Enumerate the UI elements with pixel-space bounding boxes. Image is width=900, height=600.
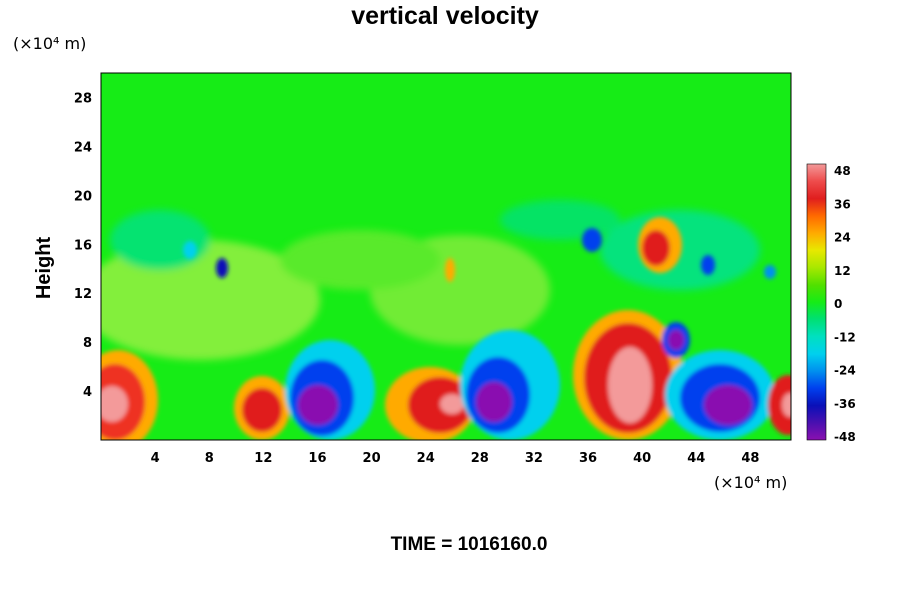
- colorbar-gradient: [806, 163, 827, 441]
- colorbar-tick-label: 36: [834, 197, 851, 211]
- colorbar-tick-label: 24: [834, 231, 851, 245]
- y-tick-label: 12: [74, 287, 92, 302]
- y-axis-label: Height: [33, 237, 55, 300]
- y-tick-label: 16: [74, 238, 92, 253]
- x-tick-label: 28: [471, 451, 489, 466]
- colorbar-tick-label: -24: [834, 364, 856, 378]
- colorbar-tick-label: 48: [834, 164, 851, 178]
- colorbar-tick-labels: 48 36 24 12 0 -12 -24 -36 -48: [834, 164, 856, 444]
- y-axis-unit: (×10⁴ m): [13, 34, 86, 53]
- colorbar-tick-label: 12: [834, 264, 851, 278]
- x-tick-label: 16: [308, 451, 326, 466]
- x-tick-label: 36: [579, 451, 597, 466]
- x-tick-label: 20: [363, 451, 381, 466]
- plot-frame: [100, 72, 792, 441]
- x-tick-label: 44: [687, 451, 705, 466]
- y-tick-label: 24: [74, 140, 92, 155]
- x-tick-label: 12: [254, 451, 272, 466]
- x-tick-label: 48: [741, 451, 759, 466]
- y-tick-labels: 4 8 12 16 20 24 28: [74, 91, 92, 400]
- colorbar: 48 36 24 12 0 -12 -24 -36 -48: [806, 163, 856, 444]
- y-tick-label: 28: [74, 91, 92, 106]
- y-tick-label: 8: [83, 336, 92, 351]
- y-tick-label: 4: [83, 385, 92, 400]
- colorbar-tick-label: -36: [834, 397, 856, 411]
- chart-title: vertical velocity: [351, 2, 539, 30]
- y-tick-label: 20: [74, 189, 92, 204]
- x-tick-label: 32: [525, 451, 543, 466]
- x-tick-label: 8: [205, 451, 214, 466]
- x-tick-labels: 4 8 12 16 20 24 28 32 36 40 44 48: [151, 451, 760, 466]
- x-axis-unit: (×10⁴ m): [714, 473, 787, 492]
- time-label: TIME = 1016160.0: [391, 534, 548, 555]
- colorbar-tick-label: 0: [834, 297, 842, 311]
- x-tick-label: 4: [151, 451, 160, 466]
- field-blobs: [101, 217, 791, 440]
- field-texture: [101, 200, 760, 360]
- colorbar-tick-label: -12: [834, 330, 856, 344]
- x-tick-label: 24: [417, 451, 435, 466]
- contour-field: [101, 73, 791, 440]
- x-tick-label: 40: [633, 451, 651, 466]
- colorbar-tick-label: -48: [834, 430, 856, 444]
